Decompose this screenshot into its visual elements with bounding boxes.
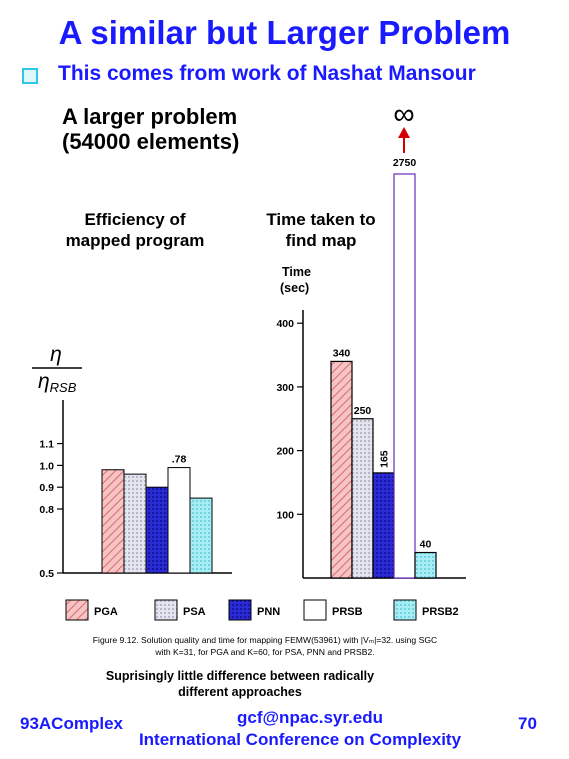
legend-label-pnn: PNN — [257, 606, 280, 618]
efficiency-heading-line1: Efficiency of — [84, 210, 186, 229]
infinity-icon: ∞ — [393, 98, 414, 131]
efficiency-heading-line2: mapped program — [65, 231, 205, 250]
infinity-arrow-head — [398, 127, 410, 138]
efficiency-heading: Efficiency of mapped program — [40, 209, 230, 251]
efficiency-data-label: .78 — [172, 454, 187, 466]
legend-label-prsb2: PRSB2 — [422, 606, 459, 618]
time-tick-label: 300 — [276, 382, 294, 394]
legend-label-psa: PSA — [183, 606, 206, 618]
time-data-label: 40 — [420, 539, 432, 551]
bullet-square-icon — [22, 68, 38, 84]
time-tick-label: 100 — [276, 509, 294, 521]
footer-conference: International Conference on Complexity — [138, 730, 462, 749]
figure-caption: Figure 9.12. Solution quality and time f… — [60, 634, 470, 658]
bullet-text: This comes from work of Nashat Mansour — [58, 62, 476, 85]
slide-title: A similar but Larger Problem — [58, 14, 511, 51]
summary-note: Suprisingly little difference between ra… — [60, 668, 420, 700]
footer-left: 93AComplex — [20, 714, 123, 733]
time-bar-prsb — [393, 173, 416, 579]
efficiency-bar-pnn — [145, 486, 169, 574]
efficiency-ticks: 0.5 0.8 0.9 1.0 1.1 — [39, 439, 63, 580]
time-bar-pga — [330, 360, 353, 579]
efficiency-bars: .78 — [101, 454, 213, 574]
time-heading-line2: find map — [285, 231, 357, 250]
time-tick-label: 200 — [276, 446, 294, 458]
footer-page-number: 70 — [518, 714, 537, 733]
time-bar-psa — [351, 418, 374, 579]
efficiency-tick-label: 1.1 — [39, 439, 54, 451]
efficiency-bar-psa — [123, 473, 147, 574]
figure-caption-line1: Figure 9.12. Solution quality and time f… — [92, 635, 438, 645]
time-data-label: 165 — [379, 450, 391, 468]
legend: PGA PSA PNN PRSB PRSB2 — [65, 599, 459, 621]
problem-heading-line2: (54000 elements) — [62, 129, 240, 154]
footer-email: gcf@npac.syr.edu — [236, 708, 383, 727]
efficiency-bar-prsb2 — [189, 497, 213, 574]
efficiency-tick-label: 0.9 — [39, 482, 54, 494]
time-ticks: 100 200 300 400 — [276, 318, 303, 521]
figure-caption-line2: with K=31, for PGA and K=60, for PSA, PN… — [155, 647, 375, 657]
efficiency-ylabel-num: η — [50, 343, 62, 366]
efficiency-ylabel-den-sub: RSB — [50, 380, 77, 395]
legend-swatch-psa — [154, 599, 178, 621]
efficiency-bar-pga — [101, 469, 125, 574]
legend-swatch-prsb2 — [393, 599, 417, 621]
time-data-label: 2750 — [393, 157, 417, 169]
summary-note-line1: Suprisingly little difference between ra… — [105, 669, 375, 683]
efficiency-tick-label: 0.5 — [39, 568, 54, 580]
problem-heading-line1: A larger problem — [62, 104, 238, 129]
problem-heading: A larger problem (54000 elements) — [62, 104, 239, 154]
efficiency-ylabel-den: ηRSB — [38, 370, 77, 395]
legend-swatch-pnn — [228, 599, 252, 621]
efficiency-bar-prsb — [167, 467, 191, 574]
time-bar-pnn — [372, 472, 395, 579]
legend-swatch-prsb — [303, 599, 327, 621]
efficiency-tick-label: 1.0 — [39, 460, 54, 472]
legend-swatch-pga — [65, 599, 89, 621]
efficiency-tick-label: 0.8 — [39, 504, 54, 516]
efficiency-chart: η ηRSB 0.50.80.91.01.1 .78 — [32, 343, 232, 580]
time-bar-prsb2 — [414, 551, 437, 579]
time-ylabel-line2: (sec) — [280, 281, 309, 295]
time-tick-label: 400 — [276, 318, 294, 330]
time-ylabel-line1: Time — [282, 265, 311, 279]
time-data-label: 340 — [333, 347, 351, 359]
time-heading: Time taken to find map — [250, 209, 392, 251]
summary-note-line2: different approaches — [178, 685, 302, 699]
time-data-label: 250 — [354, 405, 372, 417]
legend-label-pga: PGA — [94, 606, 118, 618]
legend-label-prsb: PRSB — [332, 606, 363, 618]
time-bars: 340 250 165 2750 40 — [330, 157, 437, 579]
efficiency-ylabel-den-eta: η — [38, 370, 50, 393]
time-heading-line1: Time taken to — [266, 210, 376, 229]
